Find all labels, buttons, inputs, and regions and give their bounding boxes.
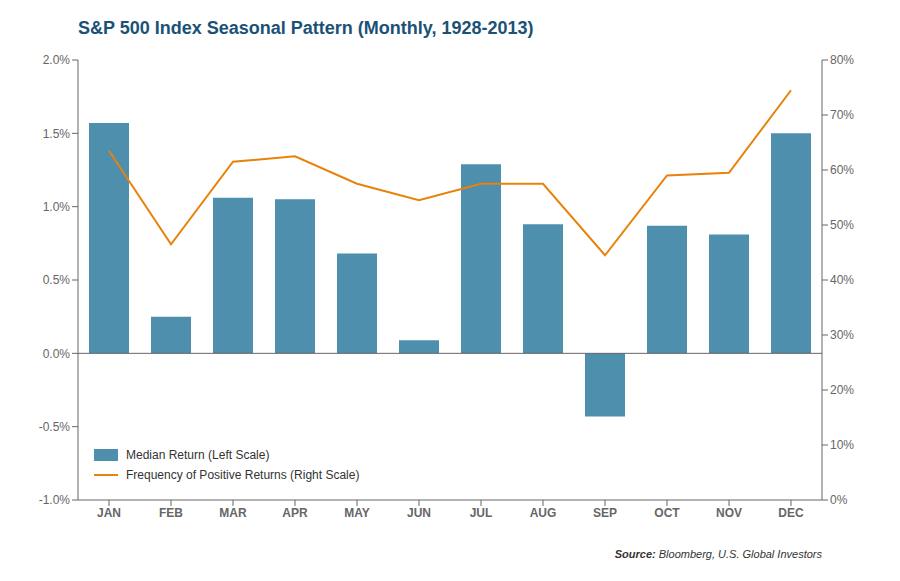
- svg-text:0.5%: 0.5%: [43, 273, 71, 287]
- svg-text:70%: 70%: [830, 108, 854, 122]
- svg-text:30%: 30%: [830, 328, 854, 342]
- svg-text:1.5%: 1.5%: [43, 127, 71, 141]
- svg-text:40%: 40%: [830, 273, 854, 287]
- svg-text:-0.5%: -0.5%: [39, 420, 71, 434]
- svg-text:80%: 80%: [830, 53, 854, 67]
- svg-text:-1.0%: -1.0%: [39, 493, 71, 507]
- svg-text:SEP: SEP: [593, 506, 617, 520]
- html-text:Frequency of Positive Returns: Frequency of Positive Returns (Right Sca…: [126, 468, 360, 482]
- svg-text:DEC: DEC: [778, 506, 804, 520]
- svg-text:APR: APR: [282, 506, 308, 520]
- svg-text:NOV: NOV: [716, 506, 742, 520]
- svg-text:2.0%: 2.0%: [43, 53, 71, 67]
- svg-text:MAY: MAY: [344, 506, 370, 520]
- svg-text:60%: 60%: [830, 163, 854, 177]
- html-text:Median Return (Left Scale): Median Return (Left Scale): [126, 448, 270, 462]
- svg-text:1.0%: 1.0%: [43, 200, 71, 214]
- svg-text:0.0%: 0.0%: [43, 347, 71, 361]
- svg-text:OCT: OCT: [654, 506, 680, 520]
- svg-text:JUL: JUL: [470, 506, 493, 520]
- svg-text:10%: 10%: [830, 438, 854, 452]
- svg-text:50%: 50%: [830, 218, 854, 232]
- html-text:S&P 500 Index Seasonal Pattern: S&P 500 Index Seasonal Pattern (Monthly,…: [78, 18, 534, 38]
- svg-text:20%: 20%: [830, 383, 854, 397]
- svg-text:JUN: JUN: [407, 506, 431, 520]
- html-text:Source: Bloomberg, U.S. Global: Source: Bloomberg, U.S. Global Investors: [614, 548, 822, 560]
- svg-text:AUG: AUG: [530, 506, 557, 520]
- svg-text:FEB: FEB: [159, 506, 183, 520]
- svg-text:0%: 0%: [830, 493, 848, 507]
- svg-text:MAR: MAR: [219, 506, 247, 520]
- svg-text:JAN: JAN: [97, 506, 121, 520]
